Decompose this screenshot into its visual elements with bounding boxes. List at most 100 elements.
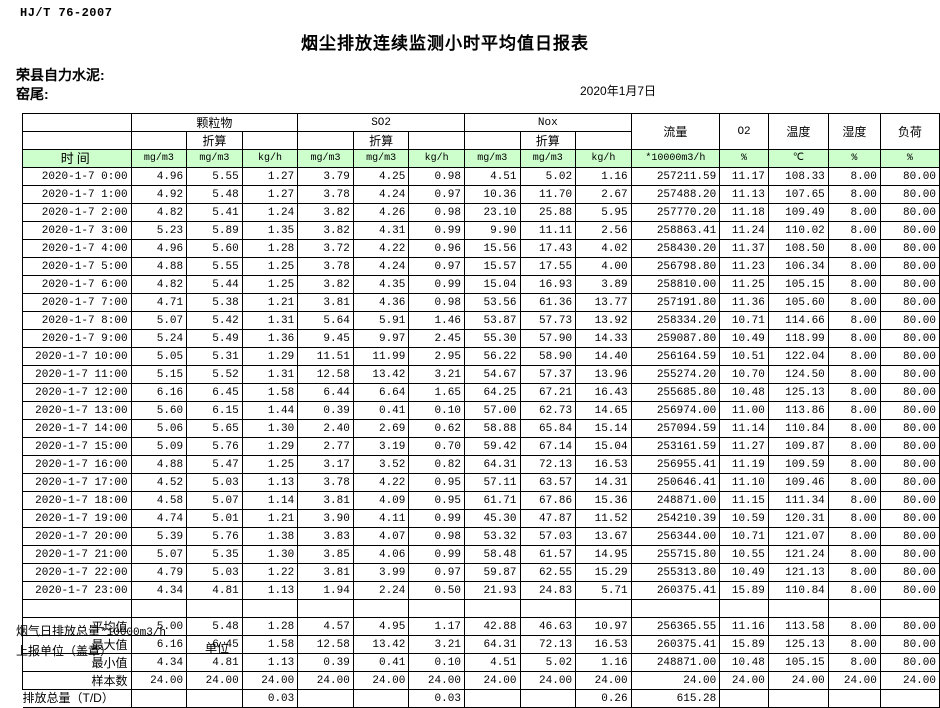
cell-nox-kgh: 14.65 — [575, 401, 632, 420]
sub-header-row: 折算 折算 折算 — [22, 131, 940, 150]
cell-so2: 12.58 — [297, 365, 354, 384]
cell-so2-converted: 4.26 — [352, 203, 410, 222]
cell-load: 80.00 — [879, 473, 940, 492]
cell-humidity: 8.00 — [827, 347, 881, 366]
cell-humidity: 8.00 — [827, 293, 881, 312]
cell-flow: 258863.41 — [630, 221, 721, 240]
sub-header-nox-converted: 折算 — [519, 131, 577, 150]
cell-so2-converted: 3.99 — [352, 563, 410, 582]
cell-time: 2020-1-7 16:00 — [22, 455, 132, 474]
cell-time: 2020-1-7 4:00 — [22, 239, 132, 258]
cell-humidity: 8.00 — [827, 455, 881, 474]
cell-so2-kgh: 0.96 — [408, 239, 465, 258]
summary-cell-pm-converted: 4.81 — [186, 653, 243, 672]
table-row: 2020-1-7 2:00 4.82 5.41 1.24 3.82 4.26 0.98 23.… — [22, 203, 940, 222]
cell-so2-kgh: 0.62 — [408, 419, 465, 438]
cell-pm-converted: 5.55 — [186, 257, 243, 276]
cell-time: 2020-1-7 10:00 — [22, 347, 132, 366]
cell-so2: 3.78 — [297, 257, 354, 276]
flow-total-note: 烟气日排放总量*10000m3/h — [16, 622, 166, 639]
group-header-nox: Nox — [463, 113, 632, 132]
cell-nox-kgh: 14.33 — [575, 329, 632, 348]
cell-nox: 56.22 — [463, 347, 521, 366]
cell-load: 80.00 — [879, 329, 940, 348]
cell-time: 2020-1-7 15:00 — [22, 437, 132, 456]
summary-cell-o2: 15.89 — [719, 635, 769, 654]
summary-cell-pm-converted: 24.00 — [186, 671, 243, 690]
cell-pm-kgh: 1.21 — [241, 293, 299, 312]
column-header-pm-mgm3: mg/m3 — [130, 149, 188, 168]
cell-so2: 11.51 — [297, 347, 354, 366]
table-row: 2020-1-7 4:00 4.96 5.60 1.28 3.72 4.22 0.96 15.… — [22, 239, 940, 258]
summary-cell-load: 80.00 — [879, 635, 940, 654]
cell-nox-converted: 25.88 — [519, 203, 577, 222]
cell-so2: 2.77 — [297, 437, 354, 456]
cell-flow: 260375.41 — [630, 581, 721, 600]
cell-pm: 4.52 — [130, 473, 188, 492]
summary-cell-nox-converted: 5.02 — [519, 653, 577, 672]
cell-humidity: 8.00 — [827, 401, 881, 420]
cell-so2-kgh: 0.70 — [408, 437, 465, 456]
table-row: 2020-1-7 12:00 6.16 6.45 1.58 6.44 6.64 1.65 64… — [22, 383, 940, 402]
cell-load: 80.00 — [879, 455, 940, 474]
cell-so2: 3.85 — [297, 545, 354, 564]
table-row: 2020-1-7 20:00 5.39 5.76 1.38 3.83 4.07 0.98 53… — [22, 527, 940, 546]
cell-temperature: 108.50 — [767, 239, 829, 258]
cell-temperature: 109.87 — [767, 437, 829, 456]
cell-time: 2020-1-7 7:00 — [22, 293, 132, 312]
cell-pm-kgh: 1.27 — [241, 185, 299, 204]
cell-nox-kgh: 13.92 — [575, 311, 632, 330]
spacer-cell — [297, 599, 354, 618]
cell-pm-converted: 4.81 — [186, 581, 243, 600]
cell-pm-kgh: 1.24 — [241, 203, 299, 222]
cell-nox: 53.56 — [463, 293, 521, 312]
cell-time: 2020-1-7 0:00 — [22, 167, 132, 186]
table-row: 2020-1-7 0:00 4.96 5.55 1.27 3.79 4.25 0.98 4.5… — [22, 167, 940, 186]
report-table: 颗粒物 SO2 Nox 流量 O2 温度 湿度 负荷 折算 折算 — [22, 113, 940, 708]
summary-cell-pm: 24.00 — [130, 671, 188, 690]
cell-so2: 3.82 — [297, 275, 354, 294]
table-row: 2020-1-7 1:00 4.92 5.48 1.27 3.78 4.24 0.97 10.… — [22, 185, 940, 204]
cell-o2: 11.27 — [719, 437, 769, 456]
cell-humidity: 8.00 — [827, 545, 881, 564]
cell-nox-converted: 57.37 — [519, 365, 577, 384]
cell-pm-kgh: 1.25 — [241, 257, 299, 276]
column-header-pm-kgh: kg/h — [241, 149, 299, 168]
cell-pm: 5.09 — [130, 437, 188, 456]
summary-cell-nox-kgh: 1.16 — [575, 653, 632, 672]
cell-nox: 55.30 — [463, 329, 521, 348]
daily-total-cell-humidity — [827, 689, 881, 708]
cell-so2-kgh: 0.99 — [408, 509, 465, 528]
summary-cell-so2-kgh: 1.17 — [408, 617, 465, 636]
cell-so2-converted: 4.25 — [352, 167, 410, 186]
cell-humidity: 8.00 — [827, 203, 881, 222]
cell-nox-converted: 17.43 — [519, 239, 577, 258]
cell-pm-converted: 5.01 — [186, 509, 243, 528]
column-header-load-unit: % — [879, 149, 940, 168]
daily-total-cell-so2-kgh: 0.03 — [408, 689, 465, 708]
cell-so2: 3.81 — [297, 563, 354, 582]
cell-humidity: 8.00 — [827, 437, 881, 456]
cell-nox-converted: 67.86 — [519, 491, 577, 510]
cell-pm-converted: 5.31 — [186, 347, 243, 366]
cell-nox: 45.30 — [463, 509, 521, 528]
cell-pm: 4.74 — [130, 509, 188, 528]
cell-pm: 4.82 — [130, 203, 188, 222]
cell-nox-converted: 61.36 — [519, 293, 577, 312]
cell-nox: 15.56 — [463, 239, 521, 258]
sub-header-nox-blank2 — [575, 131, 632, 150]
summary-cell-load: 80.00 — [879, 653, 940, 672]
cell-humidity: 8.00 — [827, 365, 881, 384]
summary-cell-pm-converted: 5.48 — [186, 617, 243, 636]
cell-pm-kgh: 1.13 — [241, 581, 299, 600]
cell-temperature: 124.50 — [767, 365, 829, 384]
cell-so2-converted: 4.24 — [352, 257, 410, 276]
cell-flow: 254210.39 — [630, 509, 721, 528]
cell-nox-kgh: 14.31 — [575, 473, 632, 492]
cell-nox-kgh: 3.89 — [575, 275, 632, 294]
summary-cell-pm-converted: 6.45 — [186, 635, 243, 654]
group-header-temperature: 温度 — [767, 113, 829, 150]
cell-so2-converted: 6.64 — [352, 383, 410, 402]
cell-nox: 59.42 — [463, 437, 521, 456]
table-row: 2020-1-7 13:00 5.60 6.15 1.44 0.39 0.41 0.10 57… — [22, 401, 940, 420]
